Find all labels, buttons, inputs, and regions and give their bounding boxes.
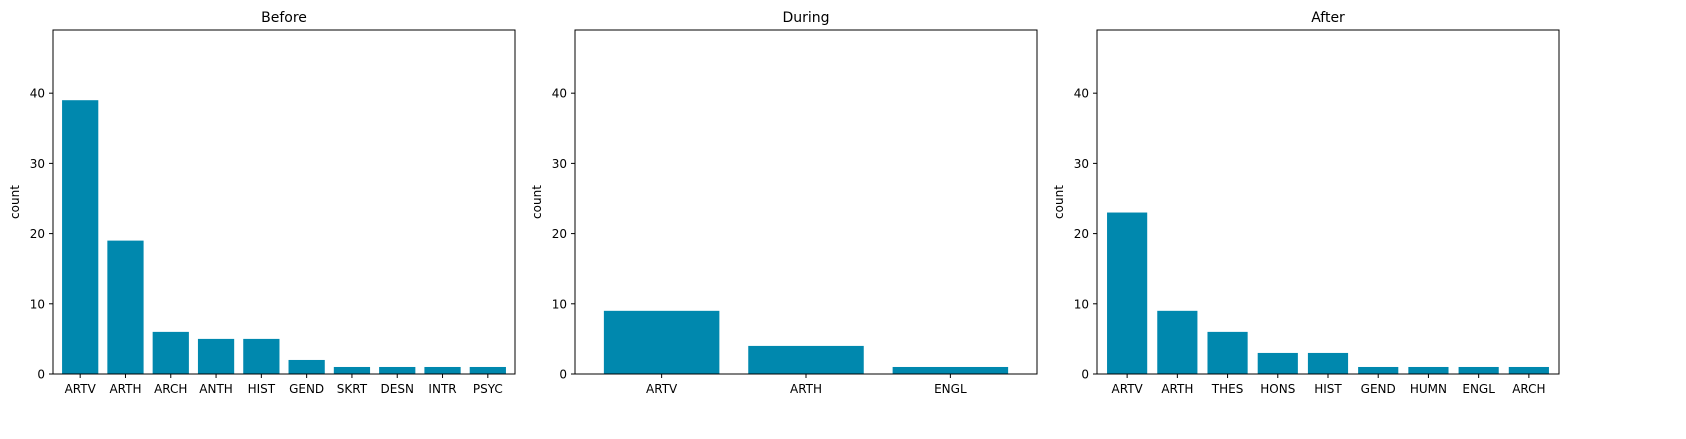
bar-gend (288, 359, 325, 374)
bar-artv (62, 100, 99, 374)
y-tick-label: 30 (30, 157, 45, 171)
bar-hons (1257, 352, 1298, 374)
x-tick-label: HONS (1260, 382, 1295, 396)
y-axis-label: count (1052, 185, 1066, 219)
x-tick-label: ANTH (199, 382, 233, 396)
bar-humn (1408, 366, 1449, 374)
x-tick-label: INTR (428, 382, 456, 396)
y-tick-label: 10 (1074, 297, 1089, 311)
bar-gend (1358, 366, 1399, 374)
bar-artv (603, 310, 720, 374)
bar-anth (197, 338, 235, 374)
bar-thes (1207, 331, 1248, 374)
bar-arth (1157, 310, 1198, 374)
y-axis-label: count (530, 185, 544, 219)
y-tick-label: 10 (552, 297, 567, 311)
x-tick-label: ARCH (1512, 382, 1545, 396)
y-axis-label: count (8, 185, 22, 219)
bar-intr (424, 366, 461, 374)
y-tick-label: 20 (30, 227, 45, 241)
bar-arch (1508, 366, 1549, 374)
y-tick-label: 10 (30, 297, 45, 311)
x-tick-label: ARTV (646, 382, 678, 396)
chart-panel-after: ARTV ARTH THES HONS HIST GEND HUMN ENGL ARCH 0 10 2… (1052, 10, 1560, 396)
axes-frame (574, 29, 1038, 375)
x-tick-label: ENGL (934, 382, 967, 396)
bar-artv (1107, 212, 1148, 374)
bar-psyc (469, 366, 506, 374)
axes-frame (52, 29, 516, 375)
x-tick-label: HIST (248, 382, 276, 396)
x-tick-label: ARTH (1161, 382, 1193, 396)
y-tick-label: 30 (1074, 157, 1089, 171)
y-tick-label: 0 (37, 368, 45, 382)
y-tick-label: 40 (552, 87, 567, 101)
y-tick-label: 20 (552, 227, 567, 241)
chart-title: After (1311, 10, 1345, 26)
bar-hist (1307, 352, 1349, 374)
chart-title: During (782, 10, 829, 26)
bar-arth (748, 345, 864, 374)
chart-panel-before: ARTV ARTH ARCH ANTH HIST GEND SKRT DESN INTR PSYC… (8, 10, 516, 396)
bar-hist (243, 338, 280, 374)
x-tick-label: PSYC (473, 382, 503, 396)
x-tick-label: ARTH (109, 382, 141, 396)
x-tick-label: ARTV (65, 382, 97, 396)
bar-skrt (333, 366, 371, 374)
y-tick-label: 40 (30, 87, 45, 101)
x-tick-label: HUMN (1410, 382, 1447, 396)
y-tick-label: 0 (559, 368, 567, 382)
x-tick-label: SKRT (337, 382, 368, 396)
chart-title: Before (261, 10, 307, 26)
bar-desn (379, 366, 416, 374)
x-tick-label: ENGL (1462, 382, 1495, 396)
bar-engl (1458, 366, 1499, 374)
y-tick-label: 30 (552, 157, 567, 171)
axes-frame (1096, 29, 1560, 375)
bar-engl (892, 366, 1009, 374)
bar-arch (152, 331, 189, 374)
bar-arth (107, 240, 144, 374)
x-tick-label: ARCH (154, 382, 187, 396)
x-tick-label: THES (1211, 382, 1244, 396)
y-tick-label: 20 (1074, 227, 1089, 241)
y-tick-label: 40 (1074, 87, 1089, 101)
x-tick-label: ARTV (1112, 382, 1144, 396)
x-tick-label: GEND (289, 382, 324, 396)
x-tick-label: HIST (1314, 382, 1342, 396)
x-tick-label: ARTH (790, 382, 822, 396)
x-tick-label: GEND (1361, 382, 1396, 396)
chart-panel-during: ARTV ARTH ENGL 0 10 20 30 40 During count (530, 10, 1038, 396)
y-tick-label: 0 (1081, 368, 1089, 382)
x-tick-label: DESN (381, 382, 414, 396)
